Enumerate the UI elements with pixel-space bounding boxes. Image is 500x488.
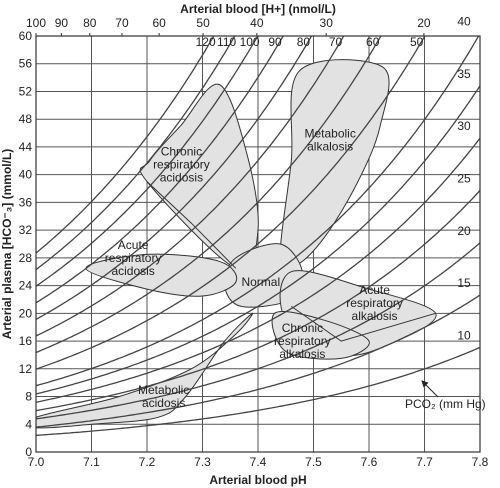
isobar-line bbox=[36, 36, 313, 320]
top-tick-label: 70 bbox=[115, 16, 129, 30]
y-tick-label: 56 bbox=[19, 57, 33, 71]
region-label-chronic-respiratory-acidosis: respiratory bbox=[153, 157, 210, 171]
region-label-metabolic-alkalosis: Metabolic bbox=[304, 127, 355, 141]
isobar-line bbox=[36, 85, 480, 395]
y-tick-label: 8 bbox=[25, 390, 32, 404]
isobar-line bbox=[36, 36, 382, 354]
x-tick-label: 7.4 bbox=[250, 455, 267, 469]
x-tick-label: 7.8 bbox=[472, 455, 489, 469]
y-tick-label: 40 bbox=[19, 168, 33, 182]
isobar-label: 70 bbox=[329, 35, 343, 49]
isobar-line bbox=[36, 36, 236, 271]
region-label-metabolic-alkalosis: alkalosis bbox=[307, 140, 353, 154]
isobar-label: 25 bbox=[457, 172, 471, 186]
top-tick-label: 20 bbox=[417, 16, 431, 30]
y-tick-label: 60 bbox=[19, 29, 33, 43]
isobar-legend-label: PCO₂ (mm Hg) bbox=[405, 397, 486, 411]
isobar-legend: PCO₂ (mm Hg) bbox=[405, 380, 486, 411]
y-tick-label: 16 bbox=[19, 334, 33, 348]
region-chronic-respiratory-alkalosis bbox=[271, 311, 370, 360]
region-metabolic-alkalosis bbox=[279, 59, 390, 270]
isobar-label: 30 bbox=[457, 119, 471, 133]
isobar-line bbox=[36, 36, 259, 287]
y-tick-label: 4 bbox=[25, 417, 32, 431]
boundary-alkalosis-tail-to-15 bbox=[291, 305, 436, 342]
isobar-label: 80 bbox=[297, 35, 311, 49]
isobar-label: 100 bbox=[240, 35, 260, 49]
top-tick-label: 40 bbox=[250, 16, 264, 30]
y-tick-label: 28 bbox=[19, 251, 33, 265]
isobar-line bbox=[36, 36, 426, 370]
y-tick-label: 0 bbox=[25, 445, 32, 459]
region-label-normal: Normal bbox=[241, 275, 280, 289]
region-label-acute-respiratory-alkalosis: alkalosis bbox=[352, 309, 398, 323]
y-tick-label: 36 bbox=[19, 195, 33, 209]
region-label-acute-respiratory-acidosis: Acute bbox=[118, 238, 149, 252]
isobar-label: 20 bbox=[457, 224, 471, 238]
isobar-label: 110 bbox=[217, 35, 236, 49]
isobar-label: 10 bbox=[457, 328, 471, 342]
isobar-line bbox=[36, 242, 480, 420]
y-tick-label: 24 bbox=[19, 279, 33, 293]
y-tick-label: 44 bbox=[19, 140, 33, 154]
y-tick-label: 48 bbox=[19, 112, 33, 126]
x-tick-label: 7.2 bbox=[139, 455, 156, 469]
region-label-metabolic-acidosis: Metabolic bbox=[138, 383, 189, 397]
isobar-line bbox=[36, 36, 480, 387]
top-tick-label: 80 bbox=[83, 16, 97, 30]
region-acute-respiratory-acidosis bbox=[85, 253, 237, 297]
isobar-line bbox=[36, 36, 284, 304]
top-tick-label: 50 bbox=[196, 16, 210, 30]
region-label-metabolic-acidosis: acidosis bbox=[142, 396, 185, 410]
isobar-label: 35 bbox=[457, 67, 471, 81]
isobar-label: 50 bbox=[410, 35, 424, 49]
x-tick-label: 7.7 bbox=[416, 455, 433, 469]
y-axis-title: Arterial plasma [HCO⁻₃] (mmol/L) bbox=[0, 149, 14, 340]
isobar-legend-arrow bbox=[421, 380, 439, 398]
region-label-acute-respiratory-acidosis: respiratory bbox=[105, 251, 162, 265]
regions-layer bbox=[36, 59, 437, 429]
isobar-label: 40 bbox=[457, 15, 471, 29]
top-tick-label: 60 bbox=[152, 16, 166, 30]
isobar-label: 15 bbox=[457, 276, 471, 290]
region-label-chronic-respiratory-alkalosis: alkalosis bbox=[279, 347, 325, 361]
boundary-acidosis-band-edge bbox=[146, 181, 237, 269]
isobar-line bbox=[36, 294, 480, 428]
top-tick-label: 90 bbox=[55, 16, 69, 30]
isobar-line bbox=[36, 36, 345, 337]
region-label-chronic-respiratory-alkalosis: respiratory bbox=[274, 334, 331, 348]
x-tick-label: 7.1 bbox=[83, 455, 100, 469]
region-label-chronic-respiratory-acidosis: Chronic bbox=[161, 144, 202, 158]
isobar-label: 90 bbox=[268, 35, 282, 49]
plot-frame bbox=[35, 35, 481, 453]
isobar-line bbox=[36, 190, 480, 412]
region-metabolic-acidosis bbox=[36, 312, 254, 429]
labels-layer: 7.0 7.1 7.2 7.3 7.4 7.5 7.6 7.7 7.80481216202428… bbox=[19, 15, 489, 469]
x-axis-title: Arterial blood pH bbox=[209, 473, 306, 487]
region-label-chronic-respiratory-alkalosis: Chronic bbox=[282, 321, 323, 335]
x-tick-label: 7.5 bbox=[305, 455, 322, 469]
y-tick-label: 20 bbox=[19, 306, 33, 320]
region-label-acute-respiratory-alkalosis: respiratory bbox=[346, 296, 403, 310]
x-tick-label: 7.6 bbox=[361, 455, 378, 469]
top-tick-label: 100 bbox=[26, 16, 46, 30]
region-label-acute-respiratory-alkalosis: Acute bbox=[359, 283, 390, 297]
isobar-line bbox=[36, 36, 215, 254]
isobar-line bbox=[36, 137, 480, 403]
top-tick-label: 30 bbox=[320, 16, 334, 30]
top-axis-title: Arterial blood [H+] (nmol/L) bbox=[180, 2, 336, 16]
isobar-line bbox=[36, 346, 480, 437]
region-chronic-respiratory-acidosis bbox=[139, 83, 259, 271]
isobar-label: 60 bbox=[366, 35, 380, 49]
region-label-chronic-respiratory-acidosis: acidosis bbox=[160, 170, 203, 184]
x-tick-label: 7.3 bbox=[194, 455, 211, 469]
y-tick-label: 52 bbox=[19, 84, 33, 98]
y-tick-label: 12 bbox=[19, 362, 33, 376]
region-label-acute-respiratory-acidosis: acidosis bbox=[111, 264, 154, 278]
x-tick-label: 7.0 bbox=[28, 455, 45, 469]
isobar-label: 120 bbox=[196, 35, 216, 49]
y-tick-label: 32 bbox=[19, 223, 33, 237]
isobar-layer bbox=[36, 36, 480, 437]
